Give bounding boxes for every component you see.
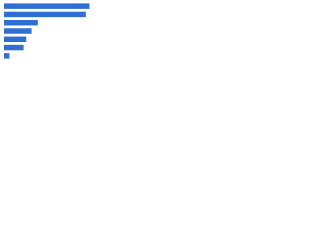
bar [4, 11, 86, 18]
bar [4, 44, 24, 51]
chart [4, 3, 90, 59]
bar [4, 53, 10, 59]
bar [4, 36, 27, 43]
bar [4, 3, 90, 9]
bar [4, 28, 32, 34]
bar [4, 19, 38, 26]
